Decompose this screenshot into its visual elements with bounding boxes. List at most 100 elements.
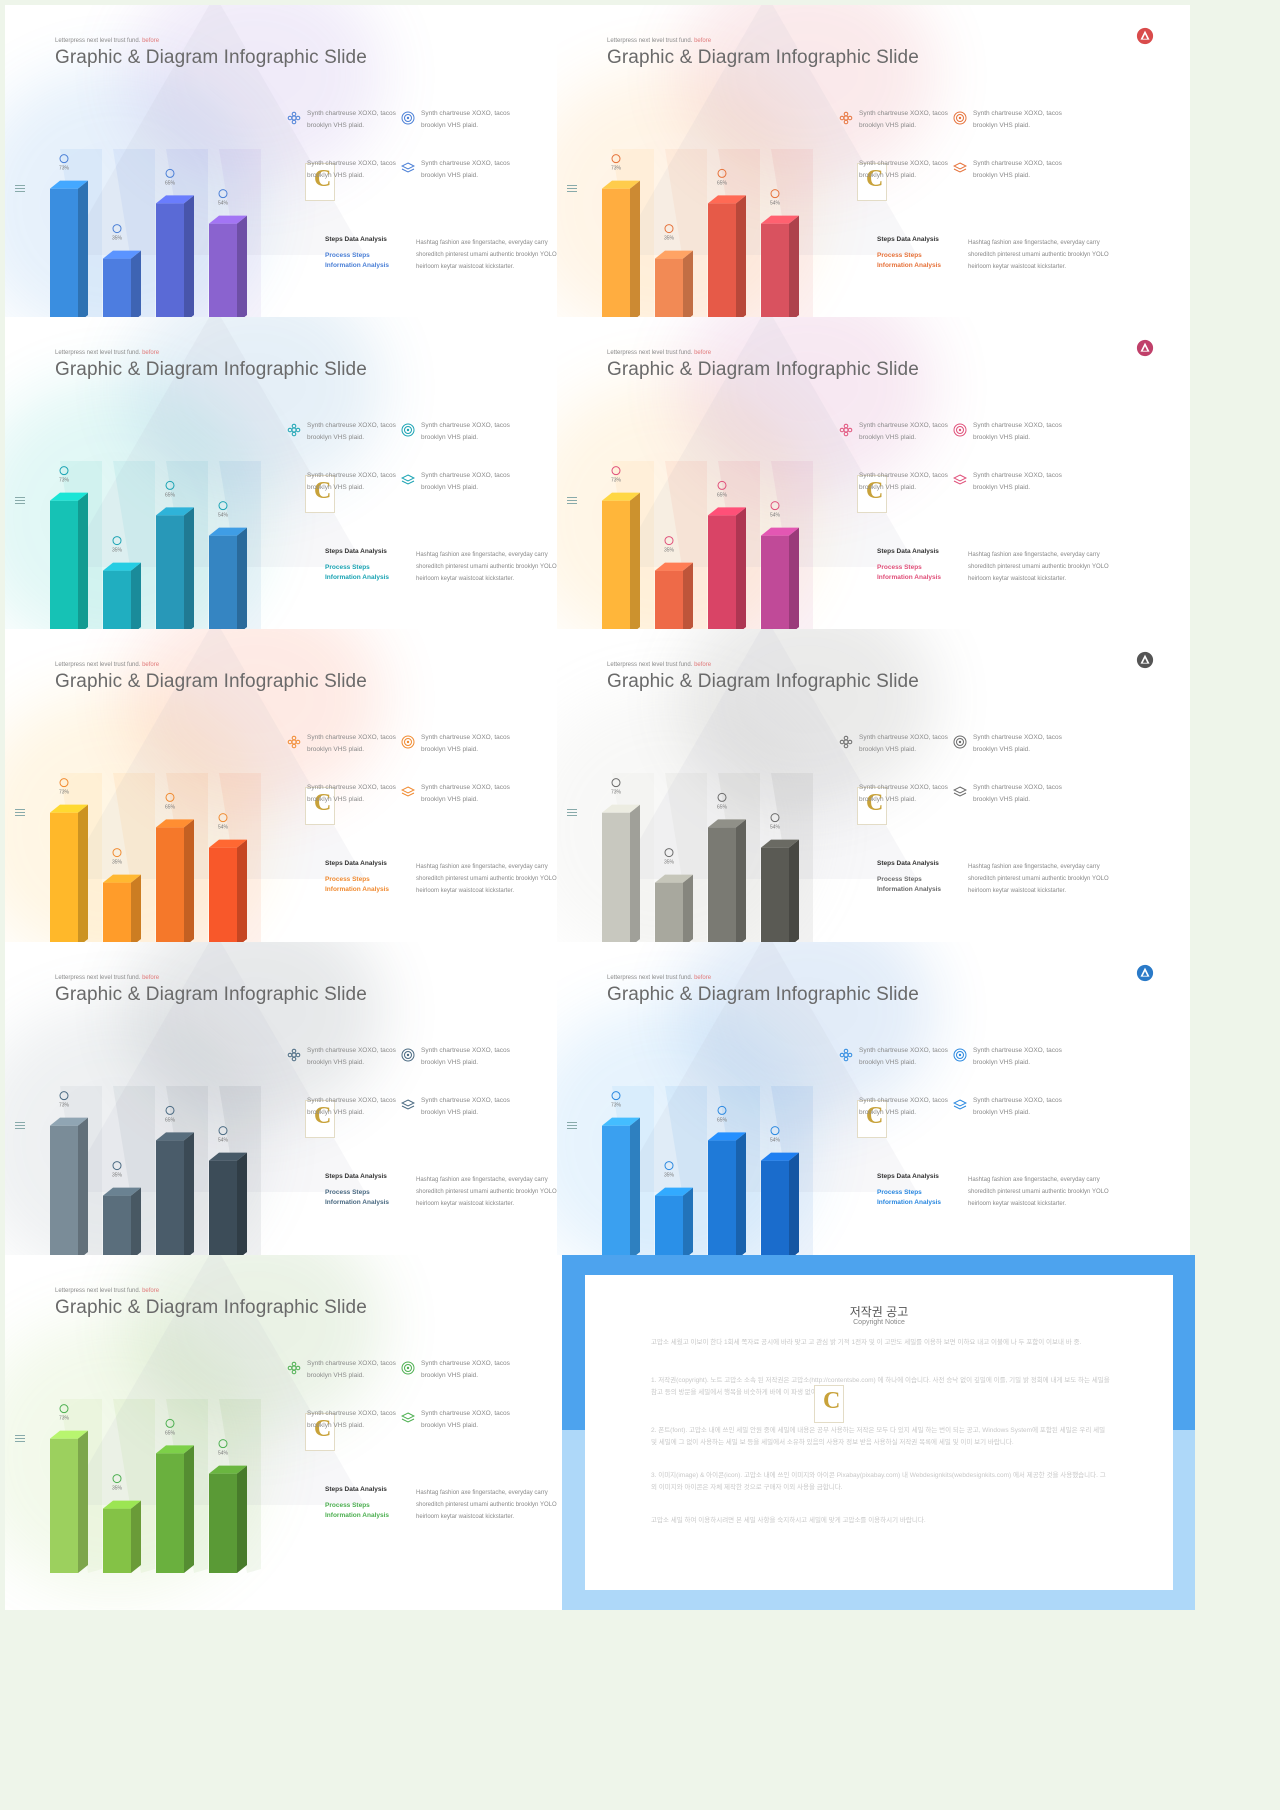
logo-badge: C — [305, 163, 335, 201]
layers-icon — [218, 189, 228, 199]
bar-value-label: 54% — [770, 201, 781, 207]
feature-text-1: Synth chartreuse XOXO, tacos brooklyn VH… — [859, 1047, 948, 1066]
slide-kicker: Letterpress next level trust fund. befor… — [55, 1288, 160, 1294]
bar-value-label: 73% — [59, 790, 70, 796]
bar-3 — [156, 773, 208, 947]
steps-title: Steps Data Analysis — [325, 1173, 387, 1180]
bar-value-label: 35% — [664, 548, 675, 554]
flower-icon — [59, 1404, 69, 1414]
bar-2 — [103, 149, 155, 323]
steps-process: Process Steps — [325, 1189, 370, 1196]
steps-block: Steps Data Analysis Process Steps Inform… — [325, 547, 389, 583]
slide-kicker: Letterpress next level trust fund. befor… — [607, 975, 712, 981]
steps-info: Information Analysis — [877, 574, 942, 581]
bar-value-label: 73% — [611, 790, 622, 796]
feature-text-1: Synth chartreuse XOXO, tacos brooklyn VH… — [859, 110, 948, 129]
bar-value-label: 65% — [165, 492, 176, 498]
bar-3 — [708, 773, 760, 947]
feature-text-2: Synth chartreuse XOXO, tacos brooklyn VH… — [973, 734, 1062, 753]
menu-icon — [15, 1122, 25, 1131]
bar-value-label: 35% — [664, 236, 675, 242]
logo-icon — [1136, 651, 1154, 669]
steps-info: Information Analysis — [325, 1512, 390, 1519]
steps-title: Steps Data Analysis — [877, 860, 939, 867]
notice-paragraph-5: 고맙소 세밀 하여 이용하시려면 본 세밀 사항을 숙지하시고 세밀에 맞게 고… — [651, 1517, 926, 1524]
bar-value-label: 35% — [112, 1173, 123, 1179]
steps-info: Information Analysis — [325, 1199, 390, 1206]
bar-4 — [209, 1086, 261, 1260]
logo-badge: C — [857, 787, 887, 825]
bar-4 — [209, 773, 261, 947]
feature-text-3: Synth chartreuse XOXO, tacos brooklyn VH… — [307, 1097, 396, 1116]
flower-icon — [611, 466, 621, 476]
slide-1[interactable]: Letterpress next level trust fund. befor… — [5, 5, 638, 360]
bar-value-label: 35% — [112, 860, 123, 866]
bar-1 — [50, 1399, 102, 1573]
feature-text-3: Synth chartreuse XOXO, tacos brooklyn VH… — [307, 784, 396, 803]
slide-title: Graphic & Diagram Infographic Slide — [607, 47, 919, 68]
bar-3 — [708, 149, 760, 323]
presentation-icon — [717, 168, 727, 178]
flower-icon — [287, 1361, 301, 1375]
bar-2 — [655, 1086, 707, 1260]
slide-7[interactable]: Letterpress next level trust fund. befor… — [5, 942, 638, 1297]
target-icon — [664, 848, 674, 858]
bar-value-label: 35% — [112, 1486, 123, 1492]
feature-text-4: Synth chartreuse XOXO, tacos brooklyn VH… — [421, 472, 510, 491]
slide-kicker: Letterpress next level trust fund. befor… — [607, 662, 712, 668]
layers-icon — [953, 786, 967, 797]
feature-text-2: Synth chartreuse XOXO, tacos brooklyn VH… — [421, 110, 510, 129]
steps-title: Steps Data Analysis — [877, 548, 939, 555]
bar-value-label: 73% — [59, 1103, 70, 1109]
menu-icon — [567, 497, 577, 506]
copyright-notice-slide[interactable]: 저작권 공고 Copyright Notice 고맙소 세웠고 이보이 한다 1… — [562, 1255, 1195, 1610]
bar-value-label: 54% — [218, 1451, 229, 1457]
slide-6[interactable]: Letterpress next level trust fund. befor… — [557, 629, 1190, 984]
feature-text-1: Synth chartreuse XOXO, tacos brooklyn VH… — [307, 110, 396, 129]
feature-text-3: Synth chartreuse XOXO, tacos brooklyn VH… — [307, 160, 396, 179]
menu-icon — [567, 809, 577, 818]
presentation-icon — [717, 792, 727, 802]
feature-text-3: Synth chartreuse XOXO, tacos brooklyn VH… — [859, 160, 948, 179]
bar-value-label: 65% — [717, 804, 728, 810]
flower-icon — [59, 778, 69, 788]
slide-kicker: Letterpress next level trust fund. befor… — [55, 350, 160, 356]
steps-title: Steps Data Analysis — [325, 860, 387, 867]
target-icon — [112, 536, 122, 546]
flower-icon — [611, 154, 621, 164]
feature-text-1: Synth chartreuse XOXO, tacos brooklyn VH… — [307, 422, 396, 441]
slide-5[interactable]: Letterpress next level trust fund. befor… — [5, 629, 638, 984]
feature-text-4: Synth chartreuse XOXO, tacos brooklyn VH… — [973, 472, 1062, 491]
slide-kicker: Letterpress next level trust fund. befor… — [607, 38, 712, 44]
logo-icon — [1136, 27, 1154, 45]
target-icon — [664, 1161, 674, 1171]
bar-1 — [50, 1086, 102, 1260]
bar-value-label: 35% — [112, 548, 123, 554]
steps-info: Information Analysis — [877, 1199, 942, 1206]
steps-process: Process Steps — [325, 252, 370, 259]
slide-9[interactable]: Letterpress next level trust fund. befor… — [5, 1255, 638, 1610]
steps-title: Steps Data Analysis — [325, 548, 387, 555]
bar-value-label: 35% — [664, 860, 675, 866]
slide-3[interactable]: Letterpress next level trust fund. befor… — [5, 317, 638, 672]
bar-chart: 73% 35% 65% 54% — [597, 747, 837, 957]
bar-chart: 73% 35% 65% 54% — [597, 1060, 837, 1270]
flower-icon — [59, 154, 69, 164]
bar-value-label: 54% — [218, 825, 229, 831]
bar-3 — [156, 461, 208, 635]
bar-value-label: 65% — [165, 1430, 176, 1436]
logo-icon — [1136, 339, 1154, 357]
slide-4[interactable]: Letterpress next level trust fund. befor… — [557, 317, 1190, 672]
slide-2[interactable]: Letterpress next level trust fund. befor… — [557, 5, 1190, 360]
flower-icon — [59, 1091, 69, 1101]
steps-block: Steps Data Analysis Process Steps Inform… — [877, 235, 941, 271]
steps-block: Steps Data Analysis Process Steps Inform… — [325, 235, 389, 271]
slide-8[interactable]: Letterpress next level trust fund. befor… — [557, 942, 1190, 1297]
target-icon — [664, 536, 674, 546]
feature-text-3: Synth chartreuse XOXO, tacos brooklyn VH… — [859, 472, 948, 491]
target-icon — [953, 423, 967, 437]
logo-badge: C — [305, 475, 335, 513]
target-icon — [953, 111, 967, 125]
bar-2 — [655, 461, 707, 635]
bar-4 — [761, 1086, 813, 1260]
